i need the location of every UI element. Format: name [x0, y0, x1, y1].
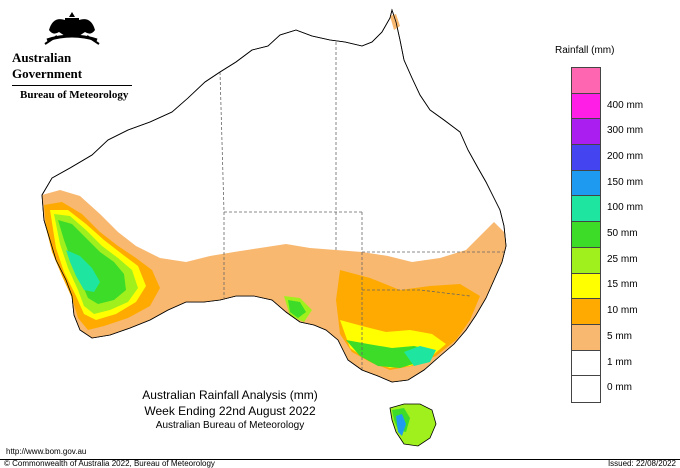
legend-swatch: [572, 145, 600, 171]
legend-label: 200 mm: [607, 150, 644, 162]
state-borders: [219, 42, 504, 370]
map-caption: Australian Rainfall Analysis (mm) Week E…: [110, 387, 350, 433]
rain-zone-100mm-tasmania: [396, 414, 406, 436]
legend-label: 15 mm: [607, 279, 638, 291]
legend-swatch: [572, 273, 600, 300]
legend-label: 0 mm: [607, 382, 632, 394]
coat-of-arms-icon: [44, 12, 100, 45]
legend-swatch: [572, 93, 600, 120]
legend-swatch: [572, 170, 600, 197]
legend-label: 150 mm: [607, 176, 644, 188]
government-header: Australian Government Bureau of Meteorol…: [8, 8, 136, 101]
issued-date: Issued: 22/08/2022: [607, 459, 676, 468]
legend-label: 5 mm: [607, 330, 632, 342]
rain-zone-25mm-victoria-alps: [404, 346, 436, 366]
legend-swatch: [572, 119, 600, 146]
legend-label: 10 mm: [607, 305, 638, 317]
legend-swatch: [572, 222, 600, 248]
caption-title: Australian Rainfall Analysis (mm): [142, 388, 318, 402]
legend-swatch: [572, 350, 600, 377]
legend-label: 300 mm: [607, 125, 644, 137]
legend-title: Rainfall (mm): [555, 45, 615, 56]
copyright-notice: © Commonwealth of Australia 2022, Bureau…: [4, 459, 215, 468]
legend-swatch: [572, 196, 600, 223]
legend-label: 25 mm: [607, 253, 638, 265]
legend-swatch: [572, 299, 600, 325]
website-link[interactable]: http://www.bom.gov.au: [6, 447, 87, 456]
legend-label: 400 mm: [607, 99, 644, 111]
mainland-coastline: [41, 8, 507, 383]
rain-zone-1mm-cape-york: [390, 14, 400, 30]
legend-swatch: [572, 68, 600, 94]
footer-divider: [0, 459, 680, 460]
rain-zone-25mm-sa-gulf: [288, 300, 306, 318]
caption-period: Week Ending 22nd August 2022: [144, 404, 316, 418]
rain-zone-50mm-southwest: [66, 250, 100, 292]
rain-zone-25mm-southwest: [58, 220, 126, 304]
header-divider: [12, 85, 132, 86]
legend-swatch: [572, 324, 600, 351]
legend-label: 100 mm: [607, 202, 644, 214]
caption-source: Australian Bureau of Meteorology: [155, 420, 305, 431]
legend-swatch: [572, 247, 600, 274]
bureau-name: Bureau of Meteorology: [20, 89, 129, 101]
legend-swatch: [572, 376, 600, 402]
government-name: Australian Government: [12, 50, 83, 81]
legend-label: 1 mm: [607, 356, 632, 368]
australia-rainfall-map: [41, 8, 507, 447]
legend-colour-scale: [571, 67, 601, 403]
legend-label: 50 mm: [607, 228, 638, 240]
